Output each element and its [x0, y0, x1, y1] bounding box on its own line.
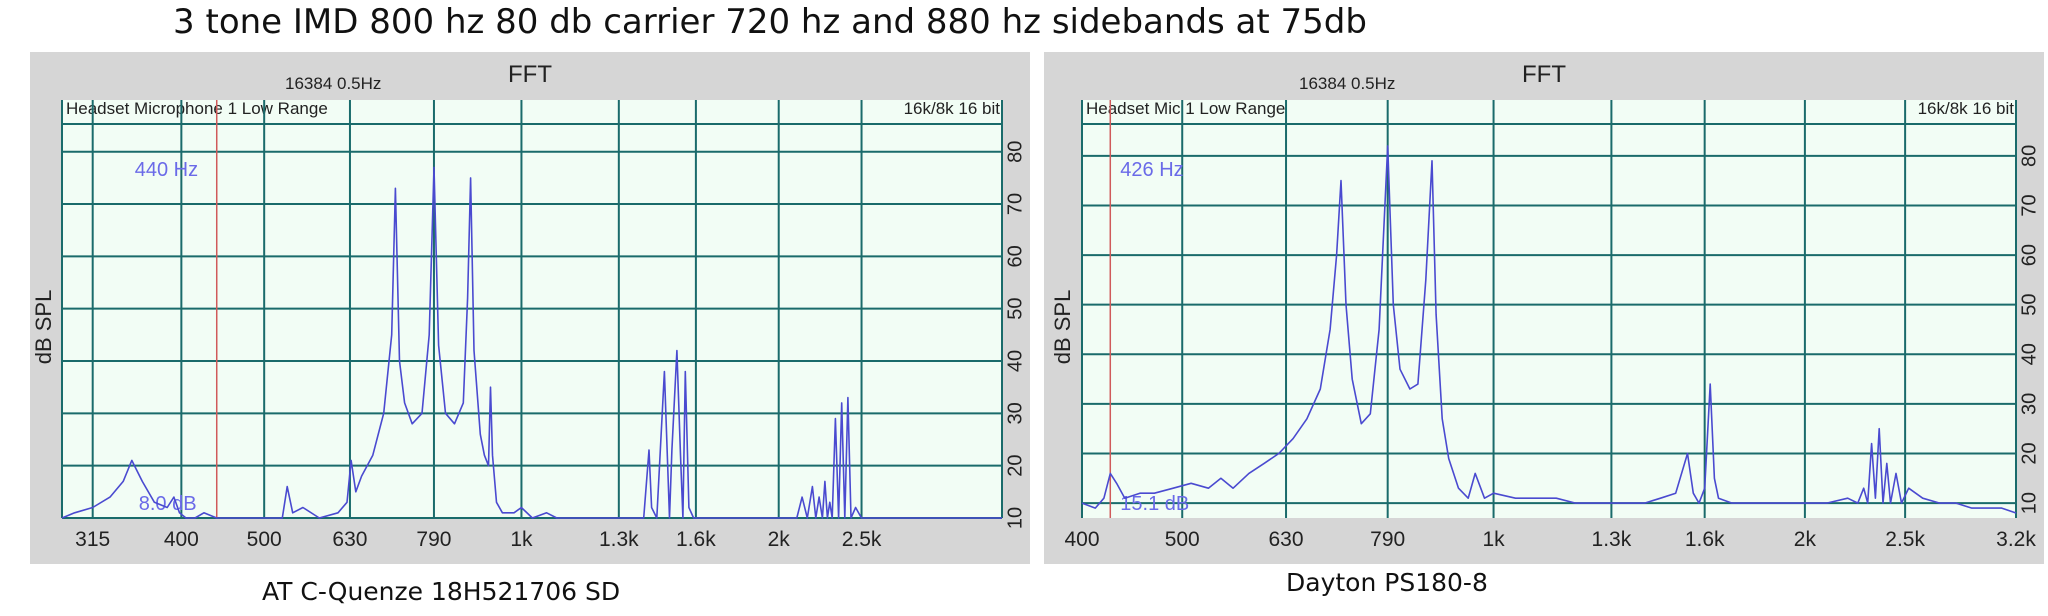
x-tick-label-left: 790 [416, 528, 451, 551]
x-tick-label-right: 3.2k [1996, 528, 2036, 551]
x-tick-label-right: 630 [1269, 528, 1304, 551]
x-tick-label-left: 630 [332, 528, 367, 551]
plot-area-right [1082, 100, 2016, 518]
cursor-level-label-right: 15.1 dB [1120, 493, 1189, 515]
y-tick-label-right: 40 [2018, 343, 2040, 365]
panel-caption-left: AT C-Quenze 18H521706 SD [262, 577, 621, 606]
y-tick-label-left: 80 [1004, 141, 1026, 163]
x-tick-label-left: 1.3k [599, 528, 639, 551]
y-tick-label-left: 10 [1004, 507, 1026, 529]
x-tick-label-left: 2k [768, 528, 791, 551]
fft-chart-right: FFT 16384 0.5Hz Headset Mic 1 Low Range 16k… [1044, 52, 2044, 564]
x-tick-label-left: 1.6k [676, 528, 716, 551]
cursor-freq-label-right: 426 Hz [1120, 159, 1183, 181]
x-tick-label-right: 2k [1794, 528, 1817, 551]
y-axis-label-left: dB SPL [31, 290, 56, 365]
x-tick-label-right: 1.6k [1685, 528, 1725, 551]
x-tick-label-left: 500 [247, 528, 282, 551]
x-tick-label-right: 790 [1370, 528, 1405, 551]
x-tick-label-right: 1k [1482, 528, 1505, 551]
cursor-level-label-left: 8.0 dB [139, 493, 197, 515]
x-tick-label-left: 2.5k [842, 528, 882, 551]
figure-title: 3 tone IMD 800 hz 80 db carrier 720 hz a… [173, 2, 1367, 42]
y-tick-label-left: 40 [1004, 350, 1026, 372]
y-tick-label-right: 60 [2018, 244, 2040, 266]
y-axis-label-right: dB SPL [1050, 290, 1075, 365]
spectrum-trace-left [61, 166, 1002, 519]
source-label-left: Headset Microphone 1 Low Range [66, 99, 328, 118]
fft-size-label-left: 16384 0.5Hz [285, 74, 381, 93]
y-tick-label-right: 30 [2018, 393, 2040, 415]
cursor-freq-label-left: 440 Hz [135, 159, 198, 181]
y-tick-label-left: 20 [1004, 455, 1026, 477]
y-tick-label-right: 20 [2018, 442, 2040, 464]
chart-title-left: FFT [508, 61, 552, 88]
y-tick-label-right: 50 [2018, 294, 2040, 316]
panel-caption-right: Dayton PS180-8 [1286, 568, 1488, 597]
x-tick-label-right: 2.5k [1885, 528, 1925, 551]
chart-title-right: FFT [1522, 61, 1566, 88]
x-tick-label-left: 1k [510, 528, 533, 551]
x-tick-label-right: 1.3k [1592, 528, 1632, 551]
y-tick-label-left: 60 [1004, 245, 1026, 267]
x-tick-label-right: 400 [1064, 528, 1099, 551]
y-tick-label-right: 70 [2018, 194, 2040, 216]
y-tick-label-left: 30 [1004, 402, 1026, 424]
y-tick-label-right: 80 [2018, 145, 2040, 167]
x-tick-label-right: 500 [1165, 528, 1200, 551]
y-tick-label-right: 10 [2018, 492, 2040, 514]
x-tick-label-left: 400 [164, 528, 199, 551]
spectrum-trace-right [1081, 145, 2017, 514]
fft-chart-left: FFT 16384 0.5Hz Headset Microphone 1 Low R… [30, 52, 1030, 564]
source-label-right: Headset Mic 1 Low Range [1086, 99, 1285, 118]
y-tick-label-left: 50 [1004, 298, 1026, 320]
x-tick-label-left: 315 [75, 528, 110, 551]
format-label-left: 16k/8k 16 bit [904, 99, 1001, 118]
y-tick-label-left: 70 [1004, 193, 1026, 215]
fft-size-label-right: 16384 0.5Hz [1299, 74, 1395, 93]
format-label-right: 16k/8k 16 bit [1918, 99, 2015, 118]
